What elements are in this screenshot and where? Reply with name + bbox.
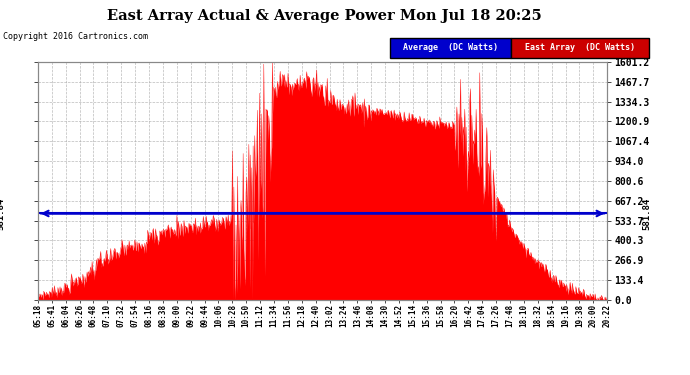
Text: East Array Actual & Average Power Mon Jul 18 20:25: East Array Actual & Average Power Mon Ju… (107, 9, 542, 23)
Text: Copyright 2016 Cartronics.com: Copyright 2016 Cartronics.com (3, 32, 148, 41)
Text: 581.84: 581.84 (0, 197, 6, 230)
Text: Average  (DC Watts): Average (DC Watts) (403, 44, 497, 52)
Text: East Array  (DC Watts): East Array (DC Watts) (524, 44, 635, 52)
Text: 581.84: 581.84 (642, 197, 651, 230)
